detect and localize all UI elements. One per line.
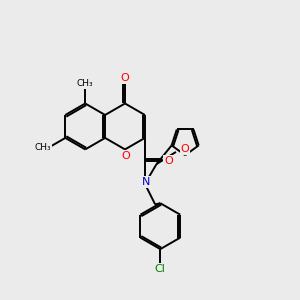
Text: N: N <box>142 177 151 187</box>
Text: CH₃: CH₃ <box>35 143 52 152</box>
Text: CH₃: CH₃ <box>77 79 94 88</box>
Text: O: O <box>121 151 130 161</box>
Text: O: O <box>121 73 129 83</box>
Text: O: O <box>164 156 173 166</box>
Text: O: O <box>181 144 190 154</box>
Text: Cl: Cl <box>155 264 166 274</box>
